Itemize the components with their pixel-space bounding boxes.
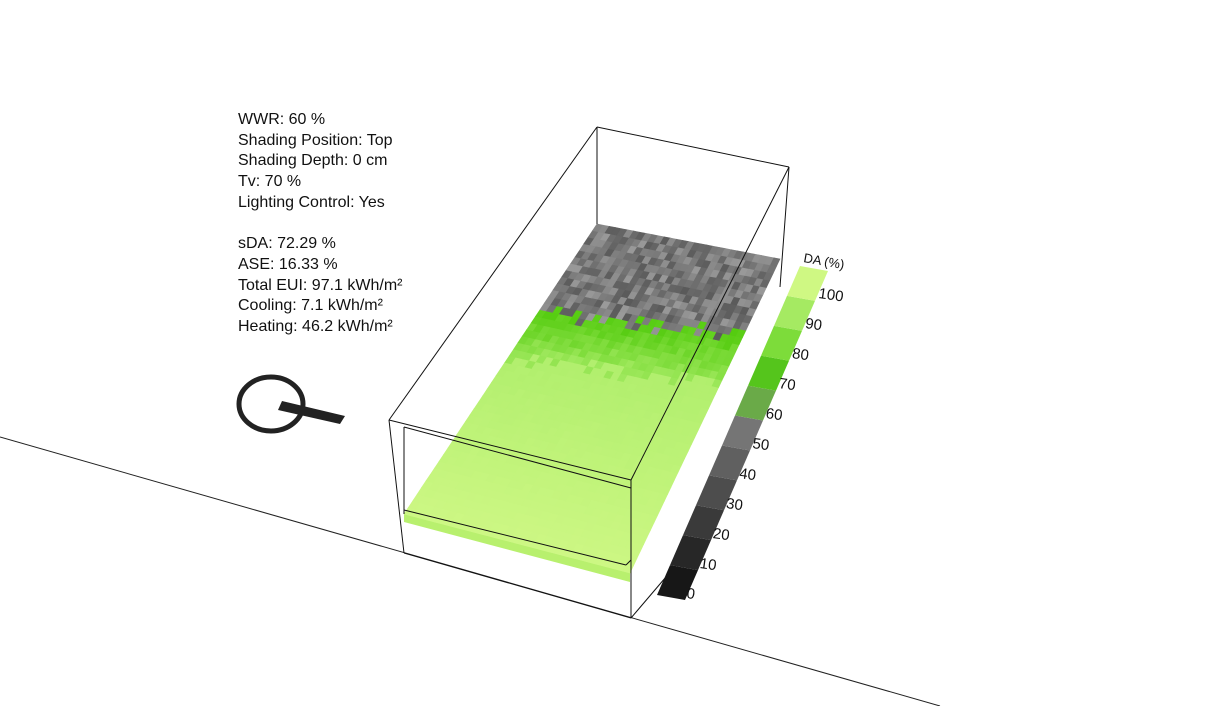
legend-tick-label: 70 (778, 375, 797, 394)
legend-tick-label: 80 (791, 345, 810, 364)
legend-swatch (683, 505, 724, 541)
param-shading-position: Shading Position: Top (238, 131, 393, 149)
info-panel: WWR: 60 % Shading Position: Top Shading … (238, 110, 403, 338)
legend-swatch (722, 415, 763, 451)
legend-tick-label: 50 (751, 435, 770, 454)
legend-tick-label: 20 (712, 525, 731, 544)
legend-tick-label: 30 (725, 495, 744, 514)
result-ase: ASE: 16.33 % (238, 255, 338, 273)
legend-swatch (787, 266, 828, 301)
legend-tick-label: 40 (738, 465, 757, 484)
legend-swatch (670, 535, 711, 571)
legend-swatch (761, 325, 802, 361)
legend-swatch (709, 445, 750, 481)
legend-swatch (696, 475, 737, 511)
legend-tick-label: 0 (685, 585, 696, 603)
floor-slab-edge (404, 514, 630, 582)
legend-swatch (657, 565, 698, 600)
legend-tick-label: 10 (699, 555, 718, 574)
da-color-legend: 010 20 30 40 50 60 70 80 90 100 DA (%) (657, 250, 846, 603)
param-wwr: WWR: 60 % (238, 111, 326, 128)
result-heating: Heating: 46.2 kWh/m² (238, 318, 393, 336)
result-sda: sDA: 72.29 % (238, 235, 336, 253)
param-shading-depth: Shading Depth: 0 cm (238, 152, 388, 170)
legend-title: DA (%) (802, 250, 845, 272)
floor-heatmap (403, 223, 781, 574)
legend-tick-label: 60 (765, 405, 784, 424)
legend-swatch (774, 295, 815, 331)
legend-swatch (735, 385, 776, 421)
param-tv: Tv: 70 % (238, 173, 302, 191)
legend-swatch (748, 355, 789, 391)
legend-tick-label: 90 (804, 315, 823, 334)
result-cooling: Cooling: 7.1 kWh/m² (238, 297, 383, 315)
param-lighting-control: Lighting Control: Yes (238, 193, 385, 211)
result-total-eui: Total EUI: 97.1 kWh/m² (238, 276, 403, 294)
room-wireframe (388, 126, 790, 619)
legend-tick-label: 100 (817, 285, 844, 305)
north-arrow-icon (236, 374, 345, 434)
